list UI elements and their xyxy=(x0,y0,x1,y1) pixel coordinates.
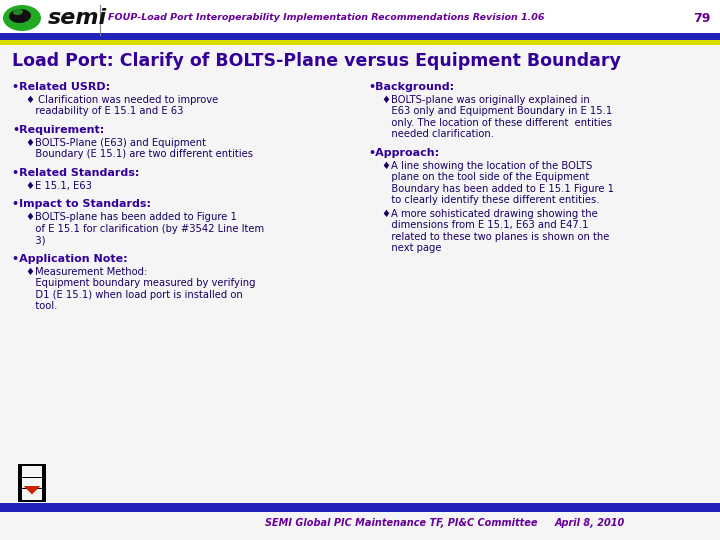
Text: Boundary has been added to E 15.1 Figure 1: Boundary has been added to E 15.1 Figure… xyxy=(382,184,614,194)
Bar xyxy=(18,478,22,488)
Text: semi: semi xyxy=(48,8,107,28)
Bar xyxy=(42,478,46,488)
Text: ♦BOLTS-Plane (E63) and Equipment: ♦BOLTS-Plane (E63) and Equipment xyxy=(26,138,206,148)
Text: ♦ Clarification was needed to improve: ♦ Clarification was needed to improve xyxy=(26,95,218,105)
Text: •Requirement:: •Requirement: xyxy=(12,125,104,135)
Text: Boundary (E 15.1) are two different entities: Boundary (E 15.1) are two different enti… xyxy=(26,150,253,159)
Ellipse shape xyxy=(9,9,31,23)
Text: SEMI Global PIC Maintenance TF, PI&C Committee: SEMI Global PIC Maintenance TF, PI&C Com… xyxy=(265,518,538,528)
Ellipse shape xyxy=(13,9,23,15)
Text: ♦E 15.1, E63: ♦E 15.1, E63 xyxy=(26,181,92,191)
Text: readability of E 15.1 and E 63: readability of E 15.1 and E 63 xyxy=(26,106,184,117)
Text: ♦BOLTS-plane has been added to Figure 1: ♦BOLTS-plane has been added to Figure 1 xyxy=(26,213,237,222)
Text: ♦A line showing the location of the BOLTS: ♦A line showing the location of the BOLT… xyxy=(382,161,593,171)
Text: ♦Measurement Method:: ♦Measurement Method: xyxy=(26,267,148,277)
Text: •Application Note:: •Application Note: xyxy=(12,254,127,264)
Text: 79: 79 xyxy=(693,11,710,24)
Bar xyxy=(0,0,720,38)
Text: Load Port: Clarify of BOLTS-Plane versus Equipment Boundary: Load Port: Clarify of BOLTS-Plane versus… xyxy=(12,52,621,70)
Text: dimensions from E 15.1, E63 and E47.1: dimensions from E 15.1, E63 and E47.1 xyxy=(382,220,588,231)
Text: •Related USRD:: •Related USRD: xyxy=(12,82,110,92)
Bar xyxy=(0,33,720,40)
Text: to clearly identify these different entities.: to clearly identify these different enti… xyxy=(382,195,600,206)
Text: tool.: tool. xyxy=(26,301,58,312)
Text: FOUP-Load Port Interoperability Implementation Recommendations Revision 1.06: FOUP-Load Port Interoperability Implemen… xyxy=(108,14,544,23)
Text: ♦BOLTS-plane was originally explained in: ♦BOLTS-plane was originally explained in xyxy=(382,95,590,105)
Text: only. The location of these different  entities: only. The location of these different en… xyxy=(382,118,612,128)
Text: next page: next page xyxy=(382,244,441,253)
Bar xyxy=(18,488,46,502)
Text: April 8, 2010: April 8, 2010 xyxy=(555,518,625,528)
Text: •Approach:: •Approach: xyxy=(368,148,439,158)
Text: of E 15.1 for clarification (by #3542 Line Item: of E 15.1 for clarification (by #3542 Li… xyxy=(26,224,264,234)
Bar xyxy=(22,466,42,477)
Ellipse shape xyxy=(3,5,41,31)
Bar xyxy=(0,503,720,512)
Text: Equipment boundary measured by verifying: Equipment boundary measured by verifying xyxy=(26,279,256,288)
Text: needed clarification.: needed clarification. xyxy=(382,130,494,139)
Bar xyxy=(18,464,46,478)
Text: •Related Standards:: •Related Standards: xyxy=(12,168,140,178)
Text: •Impact to Standards:: •Impact to Standards: xyxy=(12,199,151,210)
Text: •Background:: •Background: xyxy=(368,82,454,92)
Text: ♦A more sohisticated drawing showing the: ♦A more sohisticated drawing showing the xyxy=(382,209,598,219)
Text: D1 (E 15.1) when load port is installed on: D1 (E 15.1) when load port is installed … xyxy=(26,290,243,300)
Bar xyxy=(22,489,42,500)
Text: plane on the tool side of the Equipment: plane on the tool side of the Equipment xyxy=(382,172,589,183)
Text: 3): 3) xyxy=(26,235,45,246)
Bar xyxy=(0,40,720,45)
Text: related to these two planes is shown on the: related to these two planes is shown on … xyxy=(382,232,609,242)
Text: E63 only and Equipment Boundary in E 15.1: E63 only and Equipment Boundary in E 15.… xyxy=(382,106,612,117)
Polygon shape xyxy=(24,486,40,495)
